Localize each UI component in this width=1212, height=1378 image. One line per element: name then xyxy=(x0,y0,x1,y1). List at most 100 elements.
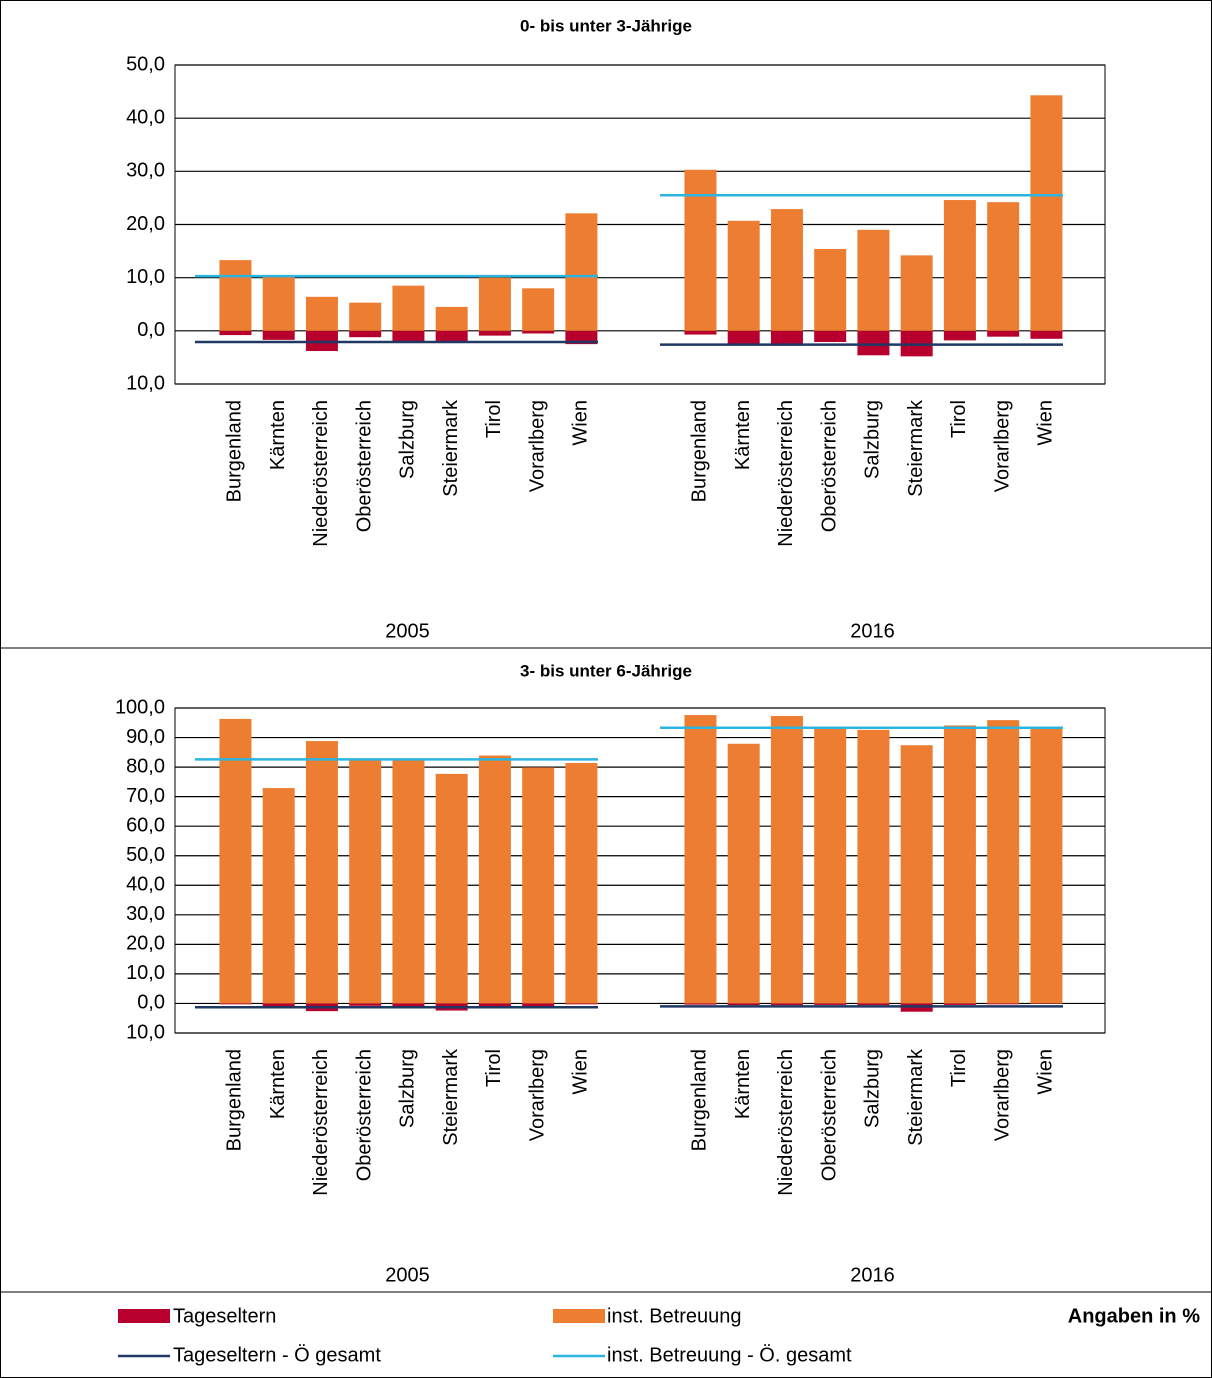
x-tick-label: Tirol xyxy=(483,1049,505,1087)
bar xyxy=(435,773,468,1004)
bar xyxy=(943,330,976,341)
bar xyxy=(219,260,252,331)
legend-label: inst. Betreuung xyxy=(607,1305,742,1327)
x-tick-label: Salzburg xyxy=(397,400,419,479)
y-tick-label: 70,0 xyxy=(126,785,165,807)
y-tick-label: 10,0 xyxy=(126,372,165,394)
bar xyxy=(522,330,555,334)
group-label: 2005 xyxy=(385,1264,430,1286)
bar xyxy=(727,330,760,346)
bar xyxy=(943,1003,976,1005)
bar xyxy=(684,330,717,335)
bar xyxy=(857,729,890,1004)
y-tick-label: 10,0 xyxy=(126,266,165,288)
bar xyxy=(987,720,1020,1004)
y-tick-label: 0,0 xyxy=(137,992,165,1014)
y-tick-label: 60,0 xyxy=(126,814,165,836)
bar xyxy=(392,1003,425,1007)
bar xyxy=(219,1003,252,1005)
bar xyxy=(262,1003,295,1007)
bar xyxy=(392,759,425,1004)
bar xyxy=(305,296,338,331)
x-tick-label: Oberösterreich xyxy=(353,1049,375,1181)
bar xyxy=(435,306,468,331)
bar xyxy=(814,248,847,331)
x-tick-label: Niederösterreich xyxy=(775,1049,797,1196)
x-tick-label: Salzburg xyxy=(862,400,884,479)
bar xyxy=(1030,330,1063,339)
legend-label: Tageseltern - Ö gesamt xyxy=(173,1344,381,1366)
group-label: 2016 xyxy=(850,620,895,642)
y-tick-label: 0,0 xyxy=(137,319,165,341)
legend-label: Tageseltern xyxy=(173,1305,276,1327)
bar xyxy=(349,1003,382,1006)
bar xyxy=(857,229,890,331)
bar xyxy=(522,288,555,331)
x-tick-label: Vorarlberg xyxy=(526,400,548,492)
y-tick-label: 40,0 xyxy=(126,874,165,896)
bar xyxy=(219,330,252,336)
legend-swatch xyxy=(118,1309,170,1323)
annotation: Angaben in % xyxy=(1068,1305,1200,1327)
bar xyxy=(522,767,555,1004)
x-tick-label: Niederösterreich xyxy=(310,400,332,547)
bar xyxy=(857,330,890,356)
x-tick-label: Kärnten xyxy=(267,1049,289,1119)
bar xyxy=(684,169,717,331)
y-tick-label: 40,0 xyxy=(126,106,165,128)
bar xyxy=(814,726,847,1004)
x-tick-label: Steiermark xyxy=(440,399,462,497)
bar xyxy=(565,762,598,1004)
bar xyxy=(943,200,976,331)
bar xyxy=(349,302,382,331)
bar xyxy=(987,202,1020,331)
bar xyxy=(814,330,847,342)
bar xyxy=(727,743,760,1004)
x-tick-label: Wien xyxy=(1035,1049,1057,1095)
y-tick-label: 90,0 xyxy=(126,726,165,748)
bar xyxy=(522,1003,555,1007)
group-label: 2016 xyxy=(850,1264,895,1286)
chart-title: 0- bis unter 3-Jährige xyxy=(520,16,692,35)
x-tick-label: Niederösterreich xyxy=(310,1049,332,1196)
bar xyxy=(900,255,933,331)
x-tick-label: Steiermark xyxy=(905,399,927,497)
bar xyxy=(727,220,760,331)
y-tick-label: 10,0 xyxy=(126,962,165,984)
bar xyxy=(478,755,511,1004)
x-tick-label: Kärnten xyxy=(732,400,754,470)
bar xyxy=(478,277,511,331)
y-tick-label: 10,0 xyxy=(126,1021,165,1043)
legend-label: inst. Betreuung - Ö. gesamt xyxy=(607,1344,852,1366)
bar xyxy=(770,1003,803,1006)
bar xyxy=(262,276,295,331)
x-tick-label: Oberösterreich xyxy=(818,1049,840,1181)
bar xyxy=(392,330,425,343)
x-tick-label: Oberösterreich xyxy=(353,400,375,532)
x-tick-label: Vorarlberg xyxy=(526,1049,548,1141)
x-tick-label: Tirol xyxy=(948,1049,970,1087)
y-tick-label: 80,0 xyxy=(126,755,165,777)
bar xyxy=(349,330,382,338)
x-tick-label: Wien xyxy=(570,1049,592,1095)
bar xyxy=(262,788,295,1004)
bar xyxy=(1030,727,1063,1004)
x-tick-label: Steiermark xyxy=(440,1048,462,1146)
x-tick-label: Kärnten xyxy=(732,1049,754,1119)
bar xyxy=(684,715,717,1004)
bar xyxy=(565,213,598,331)
bar xyxy=(727,1003,760,1006)
chart-title: 3- bis unter 6-Jährige xyxy=(520,661,692,680)
bar xyxy=(770,209,803,331)
bar xyxy=(478,1003,511,1007)
bar xyxy=(857,1003,890,1006)
bar xyxy=(565,1003,598,1005)
bar xyxy=(349,758,382,1004)
x-tick-label: Burgenland xyxy=(689,400,711,502)
y-tick-label: 20,0 xyxy=(126,213,165,235)
bar xyxy=(900,745,933,1004)
bar xyxy=(305,741,338,1004)
bar xyxy=(684,1003,717,1005)
